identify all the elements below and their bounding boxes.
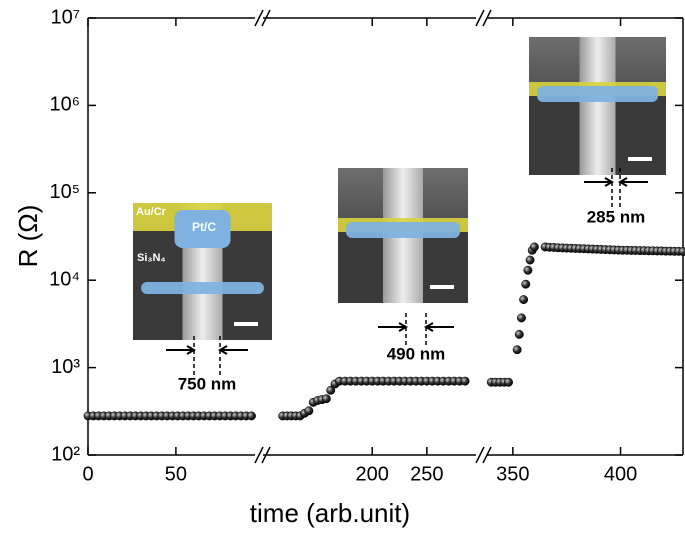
arrow	[423, 322, 454, 332]
arrow	[217, 345, 248, 355]
data-point	[504, 377, 513, 387]
axis-break	[254, 9, 264, 27]
y-tick-label: 10⁷	[51, 6, 80, 28]
data-point	[519, 295, 529, 305]
data-point	[247, 411, 256, 421]
x-tick-label: 250	[410, 463, 443, 485]
x-axis-label: time (arb.unit)	[250, 498, 410, 528]
data-point	[678, 247, 685, 256]
axis-break	[261, 9, 271, 27]
data-point	[521, 279, 531, 289]
data-point	[321, 394, 331, 404]
x-tick-label: 400	[604, 463, 637, 485]
arrow	[584, 177, 615, 187]
y-axis-label: R (Ω)	[13, 205, 43, 268]
axis-break	[475, 446, 485, 464]
axis-break	[261, 446, 271, 464]
data-point	[523, 265, 533, 275]
x-tick-label: 200	[356, 463, 389, 485]
y-tick-label: 10⁵	[49, 181, 80, 203]
inset-pad	[174, 210, 231, 248]
arrow	[378, 322, 409, 332]
data-point	[514, 329, 524, 339]
y-tick-label: 10³	[51, 356, 80, 378]
annotation: 285 nm	[587, 207, 646, 226]
data-point	[304, 406, 314, 416]
inset-pad	[537, 86, 658, 102]
annotation: Si₃N₄	[137, 252, 166, 264]
inset-pillar	[579, 37, 616, 175]
axis-break	[482, 9, 492, 27]
x-tick-label: 350	[496, 463, 529, 485]
y-tick-label: 10²	[51, 443, 80, 465]
axis-break	[475, 9, 485, 27]
data-point	[326, 385, 336, 395]
arrow	[166, 345, 197, 355]
data-point	[517, 313, 526, 323]
y-tick-label: 10⁴	[49, 268, 80, 290]
inset-pad	[346, 222, 460, 238]
annotation: 750 nm	[178, 374, 237, 393]
axis-break	[254, 446, 264, 464]
annotation: Au/Cr	[136, 206, 167, 218]
x-tick-label: 50	[165, 463, 187, 485]
y-tick-label: 10⁶	[50, 94, 80, 116]
annotation: 490 nm	[387, 344, 446, 363]
arrow	[617, 177, 648, 187]
annotation: Pt/C	[192, 220, 216, 234]
data-point	[460, 376, 470, 386]
scale-bar	[430, 285, 454, 289]
x-tick-label: 0	[82, 463, 93, 485]
axis-break	[482, 446, 492, 464]
inset-pad	[141, 282, 264, 294]
scale-bar	[628, 157, 652, 161]
data-point	[529, 242, 539, 252]
scale-bar	[234, 322, 258, 326]
data-point	[512, 345, 522, 355]
data-point	[525, 255, 535, 265]
